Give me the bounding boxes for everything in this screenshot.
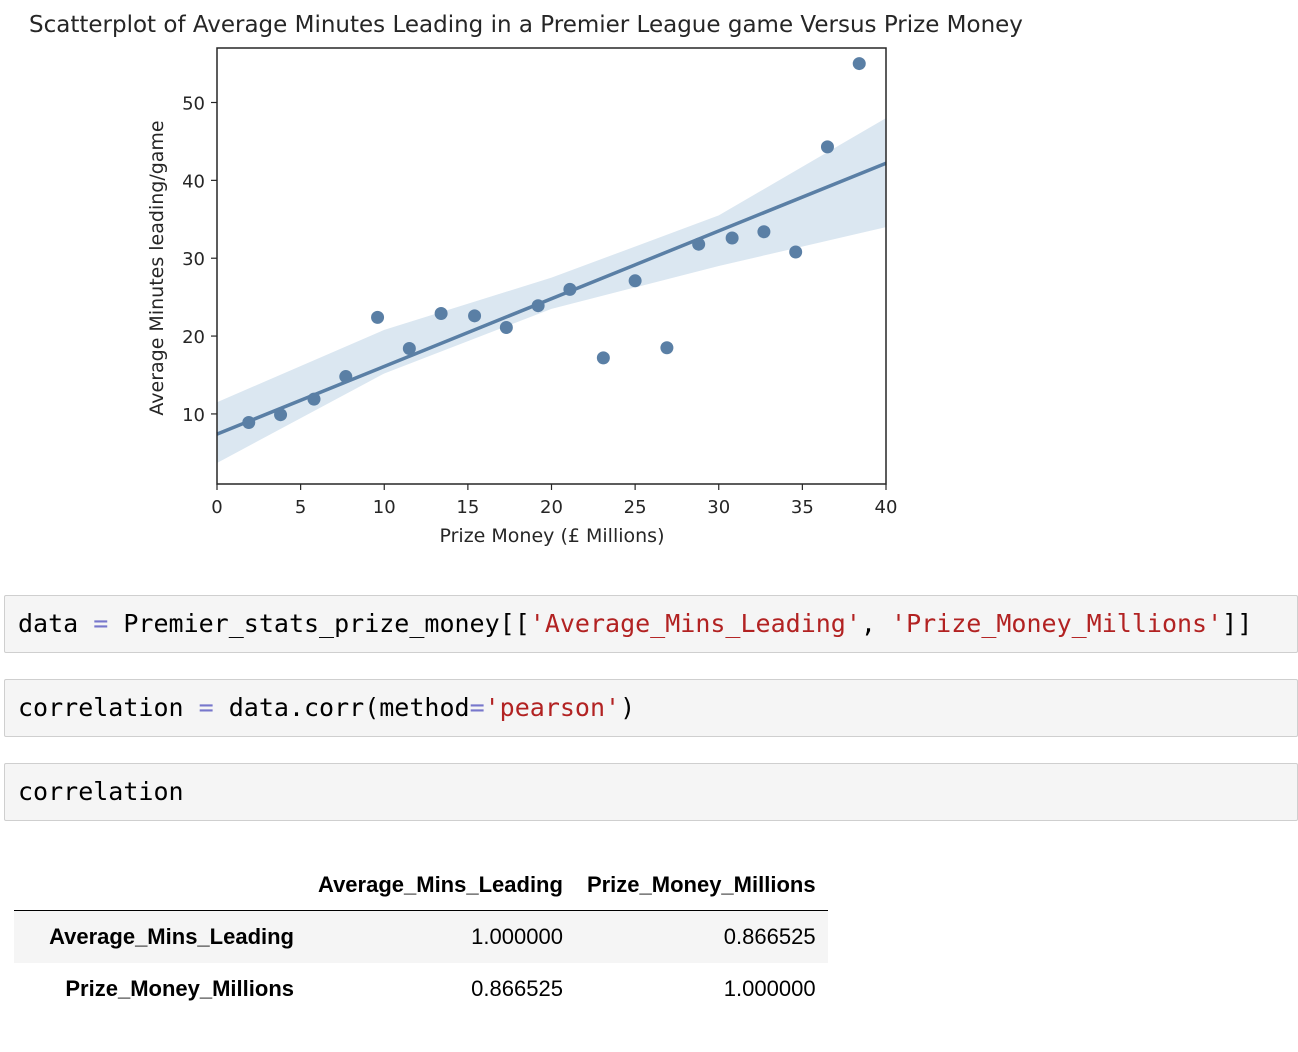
ticks-layer: 0 5 10 15 20 25 30 35 40 10 20 30 40 50 bbox=[182, 94, 897, 519]
column-header: Average_Mins_Leading bbox=[306, 860, 575, 911]
x-tick-label: 40 bbox=[875, 497, 898, 518]
x-tick-label: 0 bbox=[211, 497, 222, 518]
scatter-point bbox=[242, 415, 256, 429]
row-header: Prize_Money_Millions bbox=[65, 976, 294, 1001]
code-token: 'pearson' bbox=[484, 693, 621, 722]
scatter-point bbox=[852, 57, 866, 71]
code-token: data bbox=[18, 609, 94, 638]
scatter-point bbox=[757, 225, 771, 239]
scatter-point bbox=[339, 370, 353, 384]
plot-frame bbox=[216, 47, 887, 485]
scatter-point bbox=[402, 342, 416, 356]
scatter-point bbox=[274, 408, 288, 422]
x-tick-label: 15 bbox=[456, 497, 479, 518]
x-axis-label: Prize Money (£ Millions) bbox=[440, 525, 665, 547]
correlation-table: Average_Mins_Leading Prize_Money_Million… bbox=[14, 860, 828, 1015]
scatter-point bbox=[371, 310, 385, 324]
confidence-band-layer bbox=[217, 118, 886, 463]
x-tick-label: 30 bbox=[707, 497, 730, 518]
x-tick-label: 10 bbox=[373, 497, 396, 518]
y-tick-label: 20 bbox=[182, 327, 205, 348]
code-line-2[interactable]: correlation = data.corr(method='pearson'… bbox=[18, 693, 635, 723]
x-tick-label: 5 bbox=[295, 497, 306, 518]
column-header: Prize_Money_Millions bbox=[574, 860, 828, 911]
table-cell: 0.866525 bbox=[471, 976, 563, 1001]
table-row: Average_Mins_Leading 1.000000 0.866525 bbox=[14, 910, 828, 963]
code-token: correlation bbox=[18, 777, 184, 806]
scatter-point bbox=[468, 309, 482, 323]
code-token: correlation bbox=[18, 693, 199, 722]
scatter-point bbox=[563, 282, 577, 296]
code-cell-1[interactable]: data = Premier_stats_prize_money[['Avera… bbox=[4, 595, 1298, 653]
code-token: , bbox=[860, 609, 892, 638]
code-token: 'Average_Mins_Leading' bbox=[529, 609, 861, 638]
code-token: ]] bbox=[1222, 609, 1253, 638]
scatter-point bbox=[531, 299, 545, 313]
scatter-point bbox=[789, 245, 803, 259]
code-line-1[interactable]: data = Premier_stats_prize_money[['Avera… bbox=[18, 609, 1252, 639]
code-cell-3[interactable]: correlation bbox=[4, 763, 1298, 821]
scatter-point bbox=[596, 351, 610, 365]
scatter-point bbox=[660, 341, 674, 355]
table-cell: 1.000000 bbox=[471, 924, 563, 949]
code-token: data.corr(method bbox=[213, 693, 470, 722]
x-tick-label: 25 bbox=[624, 497, 647, 518]
y-tick-label: 50 bbox=[182, 94, 205, 115]
confidence-band bbox=[217, 118, 886, 463]
code-token: Premier_stats_prize_money[[ bbox=[108, 609, 530, 638]
code-token: = bbox=[198, 693, 214, 722]
scatter-point bbox=[307, 392, 321, 406]
scatter-points-layer bbox=[242, 57, 866, 429]
scatter-point bbox=[434, 306, 448, 320]
code-token: 'Prize_Money_Millions' bbox=[891, 609, 1223, 638]
y-tick-label: 10 bbox=[182, 405, 205, 426]
table-row: Prize_Money_Millions 0.866525 1.000000 bbox=[14, 963, 828, 1015]
code-token: ) bbox=[620, 693, 636, 722]
scatter-point bbox=[725, 231, 739, 245]
code-token: = bbox=[469, 693, 485, 722]
table-cell: 0.866525 bbox=[723, 924, 816, 949]
x-tick-label: 20 bbox=[540, 497, 563, 518]
scatter-point bbox=[499, 321, 513, 335]
scatter-point bbox=[692, 237, 706, 251]
y-axis-label: Average Minutes leading/game bbox=[146, 120, 168, 415]
code-cell-2[interactable]: correlation = data.corr(method='pearson'… bbox=[4, 679, 1298, 737]
table-header-row: Average_Mins_Leading Prize_Money_Million… bbox=[14, 860, 828, 911]
table-cell: 1.000000 bbox=[723, 976, 816, 1001]
y-tick-label: 40 bbox=[182, 171, 205, 192]
row-header: Average_Mins_Leading bbox=[49, 924, 294, 949]
regression-line bbox=[216, 161, 887, 436]
y-tick-label: 30 bbox=[182, 249, 205, 270]
axes-layer bbox=[216, 47, 887, 485]
code-token: = bbox=[93, 609, 109, 638]
regression-line-layer bbox=[216, 161, 887, 436]
scatter-point bbox=[628, 274, 642, 288]
chart-title: Scatterplot of Average Minutes Leading i… bbox=[29, 12, 1023, 38]
table-corner bbox=[14, 860, 306, 911]
scatter-point bbox=[820, 140, 834, 154]
scatter-chart: 0 5 10 15 20 25 30 35 40 10 20 30 40 50 Prize Money (… bbox=[146, 47, 897, 547]
x-tick-label: 35 bbox=[791, 497, 814, 518]
code-line-3[interactable]: correlation bbox=[18, 777, 184, 807]
